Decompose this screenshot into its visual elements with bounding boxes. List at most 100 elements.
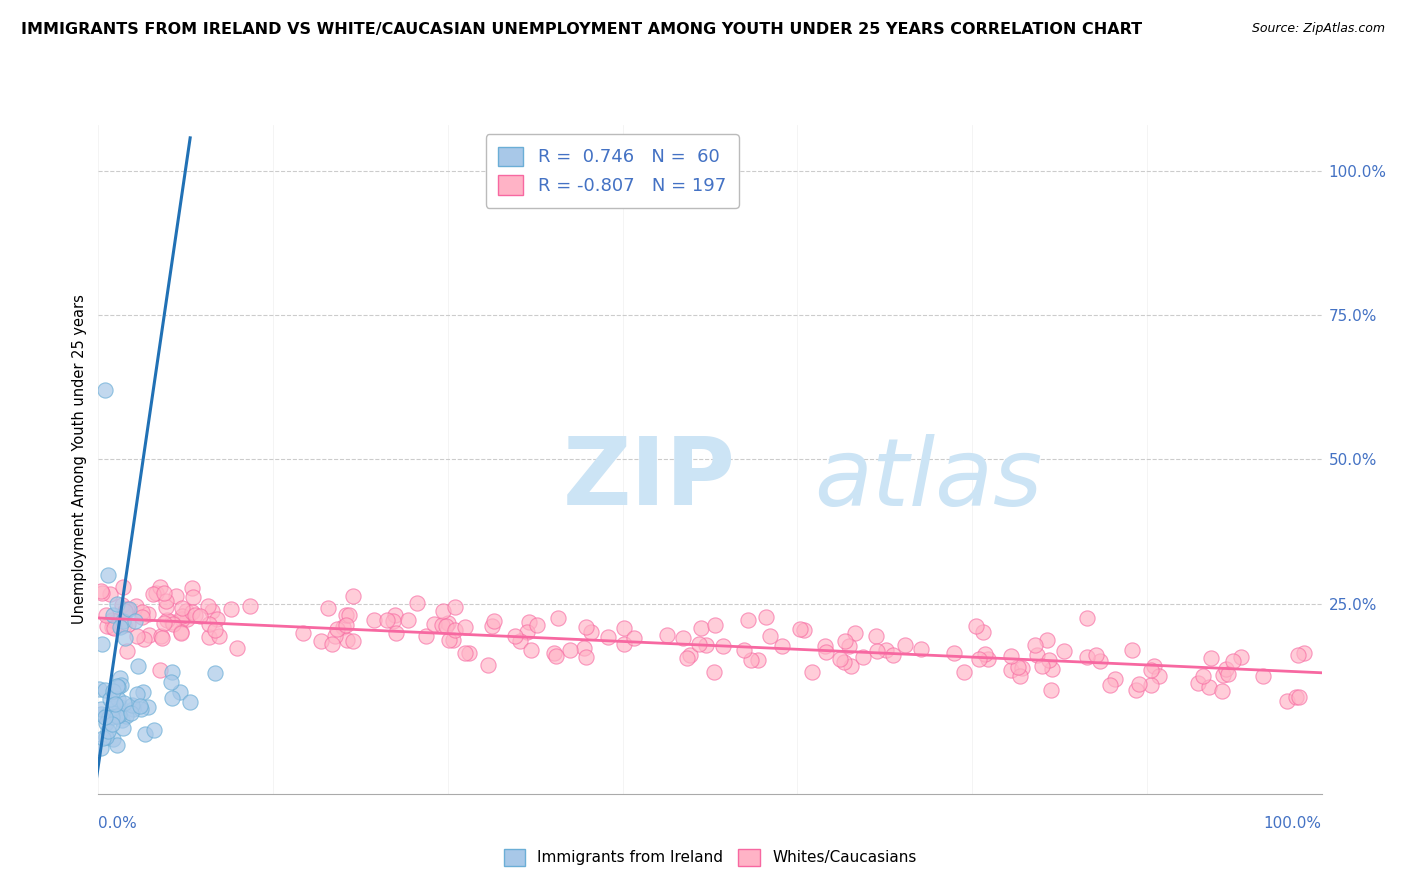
Point <box>1084 648 1107 663</box>
Point <box>100 717 122 731</box>
Point <box>184 607 207 622</box>
Point <box>1142 659 1164 673</box>
Point <box>96 730 118 744</box>
Point <box>105 699 128 714</box>
Point <box>131 605 153 619</box>
Point <box>105 739 128 753</box>
Point <box>170 612 193 626</box>
Point <box>1000 663 1022 677</box>
Point <box>160 691 183 706</box>
Point <box>155 594 177 608</box>
Point <box>107 692 129 706</box>
Point <box>596 630 619 644</box>
Point <box>115 602 138 616</box>
Point <box>1025 648 1047 662</box>
Point <box>118 602 141 616</box>
Point <box>169 684 191 698</box>
Point <box>613 637 636 651</box>
Point <box>384 608 406 623</box>
Point <box>93 710 115 724</box>
Point <box>1031 658 1053 673</box>
Point <box>1211 683 1233 698</box>
Point <box>439 632 461 647</box>
Point <box>575 620 598 634</box>
Point <box>1040 662 1063 676</box>
Point <box>94 715 117 730</box>
Text: IMMIGRANTS FROM IRELAND VS WHITE/CAUCASIAN UNEMPLOYMENT AMONG YOUTH UNDER 25 YEA: IMMIGRANTS FROM IRELAND VS WHITE/CAUCASI… <box>21 22 1142 37</box>
Point <box>1088 654 1111 668</box>
Point <box>579 624 602 639</box>
Point <box>107 680 129 694</box>
Point <box>90 740 112 755</box>
Point <box>844 626 866 640</box>
Point <box>1053 644 1076 658</box>
Point <box>943 646 966 660</box>
Point <box>101 710 124 724</box>
Point <box>103 621 125 635</box>
Point <box>142 587 165 601</box>
Point <box>1215 662 1237 676</box>
Point <box>336 632 359 647</box>
Point <box>114 631 136 645</box>
Point <box>547 610 569 624</box>
Point <box>122 702 145 716</box>
Point <box>174 604 197 618</box>
Point <box>1121 642 1143 657</box>
Point <box>458 646 481 660</box>
Point <box>1216 666 1239 681</box>
Point <box>120 706 142 720</box>
Point <box>153 585 176 599</box>
Point <box>800 665 823 680</box>
Point <box>1286 648 1309 662</box>
Point <box>434 619 457 633</box>
Point <box>1024 638 1046 652</box>
Point <box>558 642 581 657</box>
Point <box>972 625 994 640</box>
Point <box>90 586 112 600</box>
Point <box>405 596 427 610</box>
Point <box>544 649 567 664</box>
Point <box>110 678 132 692</box>
Point <box>111 713 134 727</box>
Point <box>444 599 467 614</box>
Point <box>335 608 357 623</box>
Point <box>128 698 150 713</box>
Point <box>436 615 458 630</box>
Point <box>162 617 184 632</box>
Point <box>117 616 139 631</box>
Point <box>1192 668 1215 682</box>
Point <box>838 639 860 653</box>
Point <box>363 613 385 627</box>
Point <box>105 679 128 693</box>
Point <box>423 616 446 631</box>
Legend: Immigrants from Ireland, Whites/Caucasians: Immigrants from Ireland, Whites/Caucasia… <box>496 841 924 873</box>
Point <box>815 645 838 659</box>
Point <box>108 708 131 723</box>
Point <box>131 609 153 624</box>
Point <box>1098 678 1121 692</box>
Point <box>1222 654 1244 668</box>
Point <box>136 699 159 714</box>
Point <box>111 614 134 628</box>
Point <box>181 605 204 619</box>
Point <box>108 700 131 714</box>
Point <box>181 590 204 604</box>
Point <box>519 615 541 630</box>
Point <box>702 665 724 679</box>
Point <box>114 604 136 618</box>
Point <box>893 638 915 652</box>
Point <box>1187 676 1209 690</box>
Point <box>977 652 1000 666</box>
Point <box>170 625 193 640</box>
Point <box>129 702 152 716</box>
Point <box>415 628 437 642</box>
Text: 0.0%: 0.0% <box>98 816 138 831</box>
Point <box>90 584 112 599</box>
Text: atlas: atlas <box>814 434 1042 525</box>
Point <box>205 611 228 625</box>
Point <box>953 665 976 680</box>
Point <box>156 613 179 627</box>
Point <box>165 589 187 603</box>
Point <box>160 665 183 680</box>
Point <box>385 626 408 640</box>
